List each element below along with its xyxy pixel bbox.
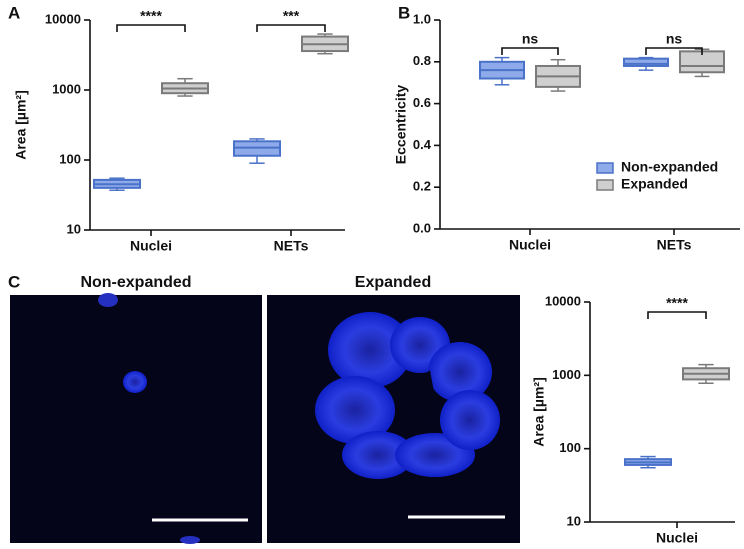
significance-label: **** [666,295,688,311]
image-title: Non-expanded [80,274,191,291]
y-axis-label: Area [µm²] [13,90,29,160]
image-non-expanded [10,295,262,543]
significance-bracket [645,47,703,55]
y-tick-label: 1.0 [413,11,431,26]
x-tick-label: Nuclei [130,238,172,254]
significance-bracket [256,24,326,32]
y-tick-label: 100 [59,151,81,166]
significance-bracket [501,47,559,55]
cell-cluster [315,312,500,479]
y-axis-label: Area [µm²] [531,377,547,447]
y-tick-label: 10 [67,221,81,236]
significance-bracket [116,24,186,32]
y-tick-label: 1000 [52,81,81,96]
x-tick-label: NETs [657,237,692,253]
cell [123,371,147,393]
panel-label: C [8,272,20,291]
y-tick-label: 100 [559,440,581,455]
significance-label: *** [283,8,300,24]
panel-label: A [8,3,20,22]
box [623,57,669,67]
y-tick-label: 0.2 [413,179,431,194]
y-tick-label: 10000 [545,293,581,308]
y-tick-label: 0.6 [413,95,431,110]
y-tick-label: 0.4 [413,137,432,152]
legend-label: Expanded [621,176,688,192]
significance-label: ns [666,31,683,47]
legend-swatch [596,179,614,191]
x-tick-label: Nuclei [656,530,698,546]
significance-bracket [647,311,707,319]
y-tick-label: 10000 [45,11,81,26]
x-tick-label: Nuclei [509,237,551,253]
y-tick-label: 10 [567,513,581,528]
cell [180,536,200,544]
y-axis-label: Eccentricity [393,85,409,165]
y-tick-label: 1000 [552,367,581,382]
cell [98,293,118,307]
significance-label: ns [522,31,539,47]
image-title: Expanded [355,274,431,291]
x-tick-label: NETs [274,238,309,254]
y-tick-label: 0.0 [413,220,431,235]
legend-label: Non-expanded [621,159,718,175]
panel-label: B [398,3,410,22]
significance-label: **** [140,8,162,24]
legend-swatch [596,162,614,174]
y-tick-label: 0.8 [413,53,431,68]
